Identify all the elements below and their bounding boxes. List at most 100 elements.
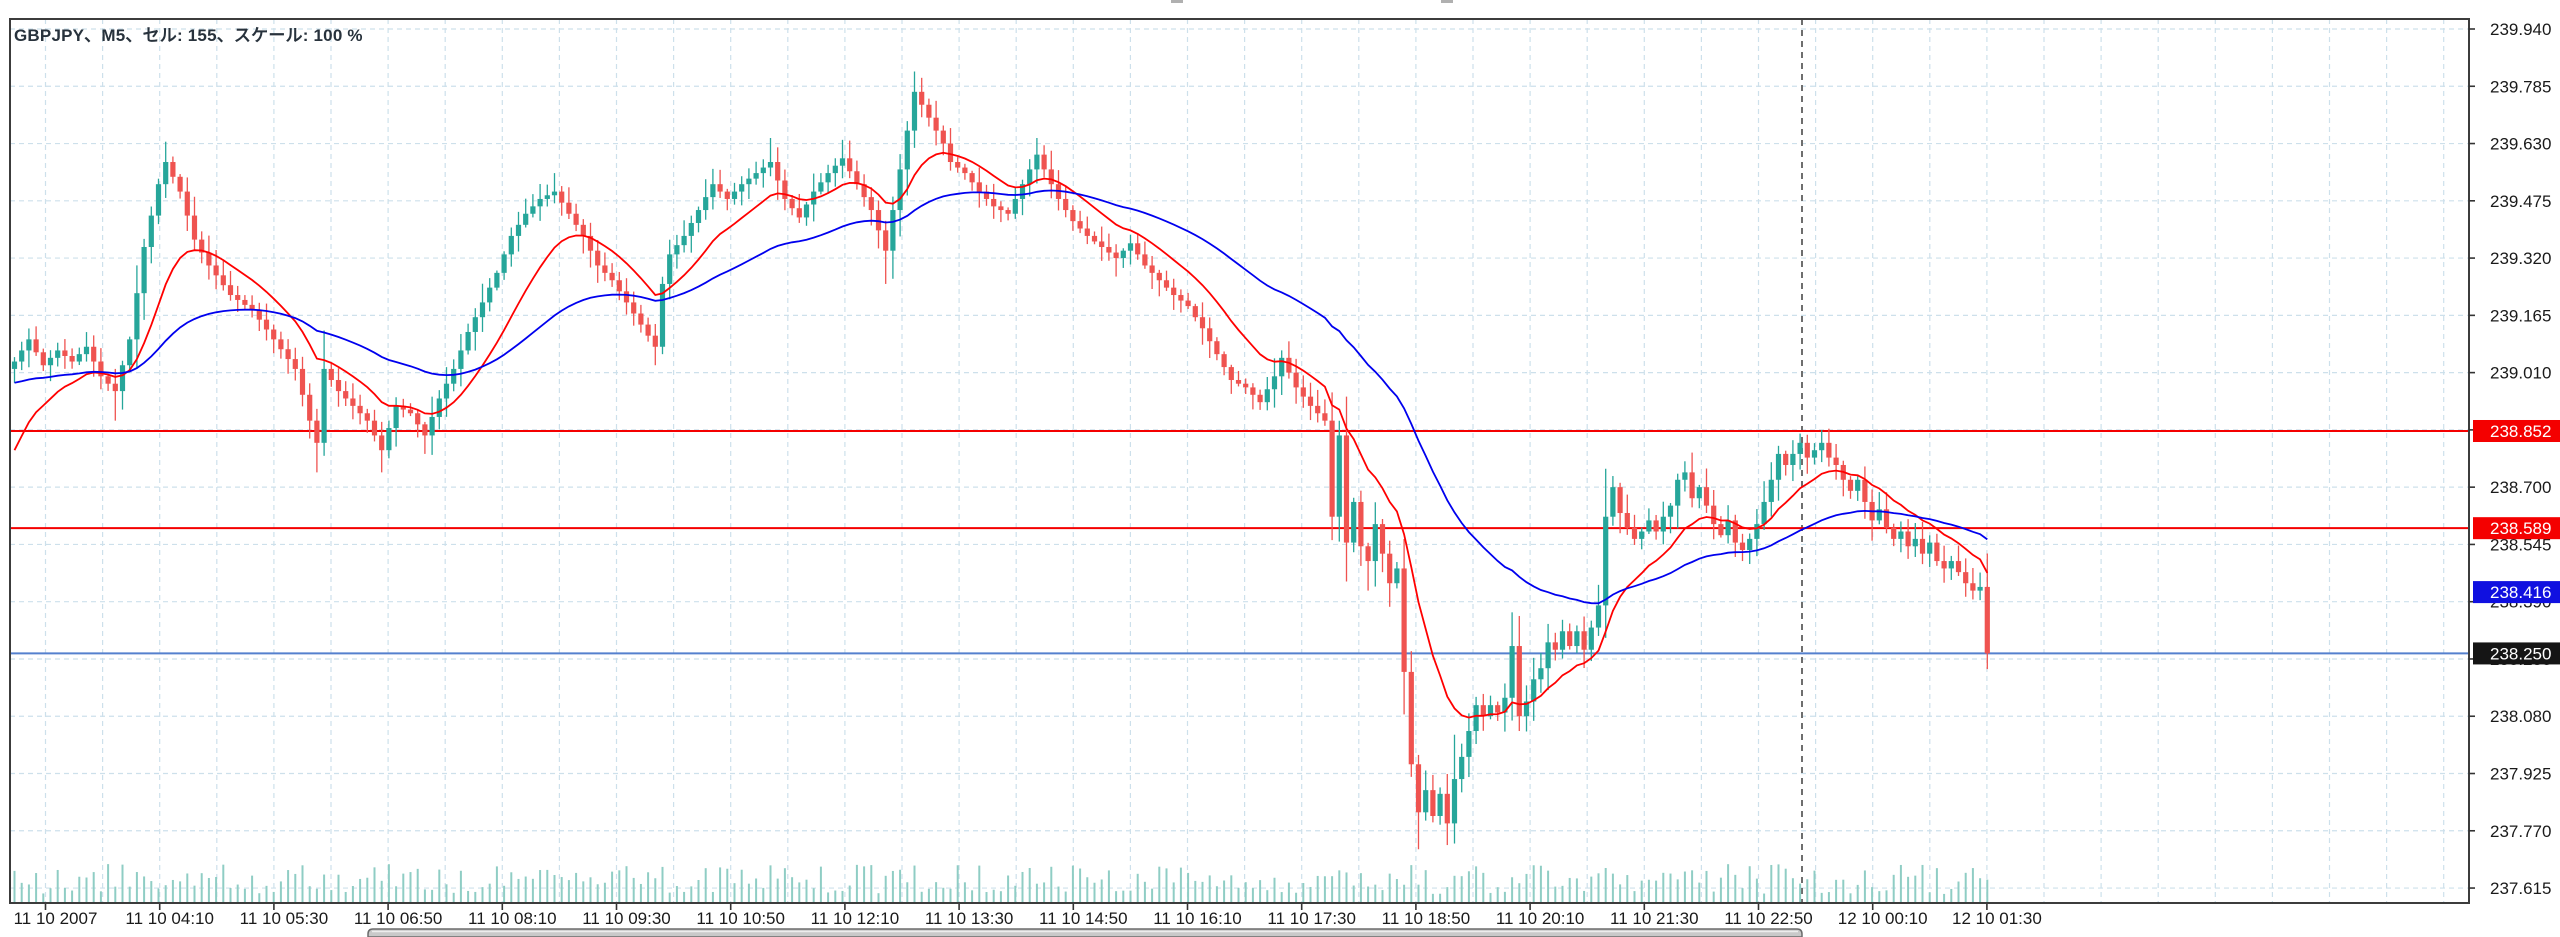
candle-body (868, 197, 874, 211)
candle-body (1667, 505, 1674, 517)
candle-body (847, 158, 853, 172)
candle-body (1005, 210, 1011, 214)
candle-body (191, 215, 198, 240)
candle-body (1459, 756, 1465, 780)
candle-body (1387, 553, 1393, 584)
candle-body (983, 191, 990, 199)
candle-body (1343, 435, 1350, 543)
price-badge-238.589[interactable] (2473, 517, 2560, 540)
candle-body (1077, 221, 1083, 229)
candle-body (1804, 442, 1810, 458)
candle-body (1948, 561, 1954, 569)
price-badge-label: 238.416 (2490, 583, 2551, 602)
price-axis-label: 239.940 (2490, 20, 2551, 39)
candle-body (1675, 479, 1681, 506)
time-axis-label: 11 10 22:50 (1724, 909, 1813, 928)
candle-body (1027, 169, 1033, 185)
candle-body (1970, 583, 1976, 591)
price-badge-label: 238.589 (2490, 519, 2551, 538)
candle-body (710, 184, 716, 198)
candle-body (537, 198, 543, 207)
candle-body (1063, 198, 1069, 211)
candle-body (422, 424, 428, 436)
candle-body (688, 222, 694, 236)
candle-body (1466, 731, 1472, 757)
time-axis-label: 11 10 13:30 (925, 909, 1014, 928)
candle-body (1876, 509, 1882, 521)
candle-body (1797, 442, 1803, 454)
candle-body (1775, 453, 1782, 480)
candle-body (1826, 442, 1832, 458)
candle-body (494, 272, 500, 288)
time-axis-label: 11 10 21:30 (1610, 909, 1699, 928)
candle-body (1833, 457, 1839, 465)
candle-body (1250, 387, 1256, 395)
candle-body (638, 313, 644, 325)
time-axis-label: 11 10 09:30 (582, 909, 671, 928)
price-badge-238.852[interactable] (2473, 419, 2560, 442)
candle-body (1372, 524, 1378, 562)
candle-body (717, 184, 723, 192)
candle-body (1113, 252, 1119, 259)
candle-body (1855, 479, 1861, 491)
time-axis-label: 11 10 18:50 (1382, 909, 1471, 928)
candle-body (875, 210, 882, 231)
candle-body (1790, 453, 1796, 465)
candle-body (1379, 524, 1386, 554)
candle-body (1912, 538, 1918, 547)
candle-body (1963, 572, 1969, 584)
candle-body (1315, 405, 1321, 414)
candle-body (861, 184, 867, 198)
price-badge-238.416[interactable] (2473, 581, 2560, 604)
candle-body (278, 339, 284, 350)
candle-body (1581, 631, 1587, 650)
candle-body (1783, 453, 1789, 465)
candle-body (1329, 420, 1335, 517)
candle-body (1444, 793, 1450, 824)
candle-body (1214, 341, 1220, 355)
candle-body (1221, 354, 1227, 368)
ma-slow-moving-average-line (14, 189, 1988, 605)
candle-body (321, 368, 327, 443)
candle-body (386, 428, 392, 451)
candle-body (206, 252, 212, 266)
candle-body (105, 376, 111, 384)
candle-body (631, 302, 637, 314)
candle-body (141, 246, 147, 294)
candle-body (1955, 561, 1962, 573)
price-badge-238.250[interactable] (2473, 642, 2560, 665)
candle-body (429, 416, 435, 436)
candle-body (566, 202, 572, 214)
candle-body (659, 283, 666, 347)
candle-body (1178, 295, 1184, 301)
candle-body (1257, 394, 1263, 403)
price-axis-label: 237.615 (2490, 879, 2551, 898)
candle-body (465, 331, 471, 351)
candle-body (1430, 790, 1436, 817)
candle-body (904, 130, 910, 170)
price-axis-label: 238.545 (2490, 535, 2551, 554)
candle-body (227, 285, 234, 296)
candle-body (1682, 472, 1688, 480)
candle-body (1019, 184, 1026, 199)
candle-body (1847, 479, 1854, 491)
window-edge-artifact (367, 928, 1803, 937)
candle-body (407, 409, 414, 414)
time-axis-label: 11 10 14:50 (1039, 909, 1128, 928)
candle-body (1883, 509, 1890, 528)
candle-body (472, 317, 478, 332)
candle-body (134, 293, 140, 340)
candle-body (127, 339, 133, 366)
candle-body (1408, 671, 1414, 765)
candle-body (1523, 701, 1530, 717)
candle-body (1610, 487, 1616, 517)
candle-body (393, 405, 399, 429)
candle-body (170, 162, 176, 177)
candle-body (911, 91, 918, 131)
price-badge-label: 238.852 (2490, 422, 2551, 441)
price-axis-label: 237.770 (2490, 822, 2551, 841)
candle-body (1588, 627, 1594, 650)
candle-body (33, 339, 39, 353)
